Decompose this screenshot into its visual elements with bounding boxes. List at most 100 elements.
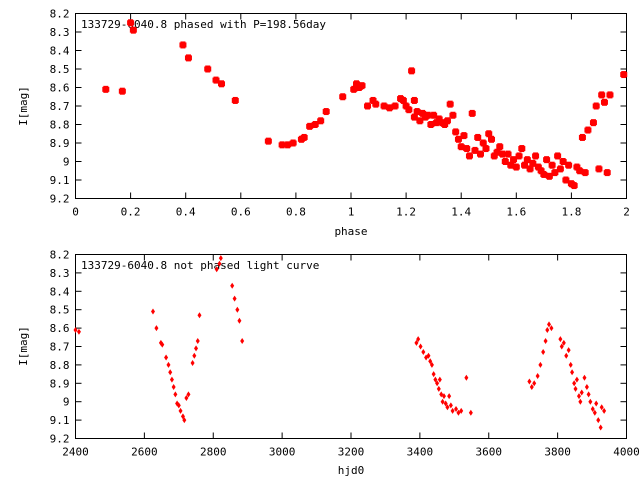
data-point bbox=[414, 339, 419, 346]
data-point bbox=[164, 354, 169, 361]
data-point bbox=[289, 139, 297, 147]
data-point bbox=[160, 341, 165, 348]
data-point bbox=[408, 67, 416, 75]
data-point bbox=[418, 343, 423, 350]
data-point bbox=[369, 96, 377, 104]
data-point bbox=[599, 404, 604, 411]
data-point bbox=[450, 407, 455, 414]
data-point bbox=[433, 376, 438, 383]
y-tick-label: 8.5 bbox=[50, 304, 70, 317]
data-point bbox=[590, 406, 595, 413]
x-tick-label: 0.8 bbox=[286, 206, 306, 219]
data-point bbox=[570, 182, 578, 190]
y-tick-label: 9 bbox=[63, 396, 70, 409]
data-point bbox=[380, 102, 388, 110]
y-tick-label: 8.5 bbox=[50, 63, 70, 76]
y-tick-label: 8.2 bbox=[50, 249, 70, 262]
x-tick-label: 2800 bbox=[200, 446, 227, 459]
x-tick-label: 1.4 bbox=[451, 206, 471, 219]
data-point bbox=[391, 102, 399, 110]
data-point bbox=[474, 133, 482, 141]
data-point bbox=[565, 161, 573, 169]
unphased-x-ticks: 2400 2600 2800 3000 3200 3400 3600 3800 4000 bbox=[62, 254, 640, 459]
data-point bbox=[443, 400, 448, 407]
data-point bbox=[435, 380, 440, 387]
y-tick-label: 9.2 bbox=[50, 433, 70, 446]
data-point bbox=[184, 54, 192, 62]
data-point bbox=[549, 325, 554, 332]
data-point bbox=[306, 122, 314, 130]
data-point bbox=[543, 156, 551, 164]
data-point bbox=[429, 361, 434, 368]
data-point bbox=[496, 143, 504, 151]
data-point bbox=[578, 133, 586, 141]
data-point bbox=[446, 100, 454, 108]
data-point bbox=[421, 349, 426, 356]
data-point bbox=[586, 391, 591, 398]
data-point bbox=[399, 96, 407, 104]
phased-chart-title: 133729-6040.8 phased with P=198.56day bbox=[81, 18, 326, 31]
data-point bbox=[606, 91, 614, 99]
unphased-chart: 133729-6040.8 not phased light curve hjd… bbox=[17, 249, 640, 478]
data-point bbox=[588, 398, 593, 405]
data-point bbox=[543, 337, 548, 344]
x-tick-label: 0.6 bbox=[231, 206, 251, 219]
data-point bbox=[186, 391, 191, 398]
data-point bbox=[427, 121, 435, 128]
data-point bbox=[548, 161, 556, 169]
data-point bbox=[441, 393, 446, 400]
data-point bbox=[218, 255, 223, 262]
data-point bbox=[173, 391, 178, 398]
data-point bbox=[603, 169, 611, 177]
data-point bbox=[545, 326, 550, 333]
data-point bbox=[184, 395, 189, 402]
data-point bbox=[278, 141, 286, 149]
data-point bbox=[441, 121, 449, 128]
data-point bbox=[217, 260, 222, 267]
data-point bbox=[171, 383, 176, 390]
data-point bbox=[527, 378, 532, 385]
data-point bbox=[507, 161, 515, 169]
unphased-y-axis-label: I[mag] bbox=[17, 326, 30, 366]
data-point bbox=[482, 145, 490, 153]
y-tick-label: 9.1 bbox=[50, 414, 70, 427]
x-tick-label: 3200 bbox=[338, 446, 365, 459]
data-point bbox=[339, 93, 347, 101]
data-point bbox=[311, 121, 319, 128]
data-point bbox=[596, 417, 601, 424]
data-point bbox=[471, 146, 479, 154]
data-point bbox=[214, 266, 219, 273]
data-point bbox=[231, 96, 239, 104]
x-tick-label: 1.6 bbox=[506, 206, 526, 219]
y-tick-label: 8.8 bbox=[50, 359, 70, 372]
data-point bbox=[579, 389, 584, 396]
x-tick-label: 4000 bbox=[613, 446, 640, 459]
data-point bbox=[562, 176, 570, 184]
data-point bbox=[602, 407, 607, 414]
y-tick-label: 8.4 bbox=[50, 285, 70, 298]
data-point bbox=[232, 295, 237, 302]
data-point bbox=[600, 98, 608, 106]
x-tick-label: 0 bbox=[72, 206, 79, 219]
data-point bbox=[538, 361, 543, 368]
data-point bbox=[454, 135, 462, 143]
data-point bbox=[166, 361, 171, 368]
x-tick-label: 0.2 bbox=[121, 206, 141, 219]
data-point bbox=[190, 360, 195, 367]
data-point bbox=[476, 150, 484, 158]
data-point bbox=[540, 170, 548, 178]
data-point bbox=[364, 102, 372, 110]
y-tick-label: 8.9 bbox=[50, 377, 70, 390]
data-point bbox=[529, 383, 534, 390]
data-point bbox=[504, 150, 512, 158]
x-tick-label: 1 bbox=[348, 206, 355, 219]
data-point bbox=[573, 163, 581, 171]
data-point bbox=[322, 108, 330, 116]
data-point bbox=[566, 347, 571, 354]
data-point bbox=[526, 165, 534, 173]
data-point bbox=[443, 117, 451, 125]
data-point bbox=[431, 371, 436, 378]
data-point bbox=[413, 108, 421, 116]
data-point bbox=[559, 343, 564, 350]
data-point bbox=[578, 398, 583, 405]
